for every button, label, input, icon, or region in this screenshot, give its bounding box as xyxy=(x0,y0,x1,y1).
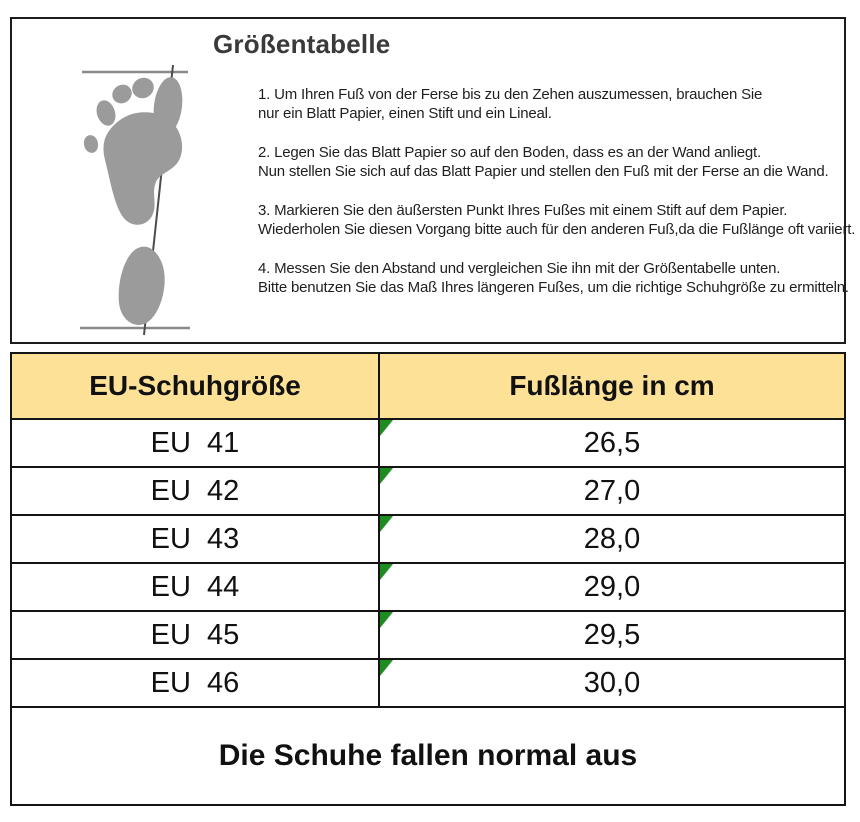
instruction-step-1: 1. Um Ihren Fuß von der Ferse bis zu den… xyxy=(258,85,844,123)
instruction-line: 4. Messen Sie den Abstand und vergleiche… xyxy=(258,260,781,277)
instruction-line: 3. Markieren Sie den äußersten Punkt Ihr… xyxy=(258,202,788,219)
eu-size-cell: EU 43 xyxy=(12,516,380,562)
foot-length-value: 29,5 xyxy=(583,618,641,651)
green-corner-marker-icon xyxy=(380,564,393,580)
size-table: EU-Schuhgröße Fußlänge in cm EU 41 26,5 EU… xyxy=(10,352,846,806)
foot-length-cell: 29,0 xyxy=(380,564,844,610)
footprint-icon xyxy=(80,64,190,336)
header-foot-length: Fußlänge in cm xyxy=(509,370,715,401)
instruction-line: Bitte benutzen Sie das Maß Ihres längere… xyxy=(258,279,849,296)
foot-length-cell: 26,5 xyxy=(380,420,844,466)
instruction-step-3: 3. Markieren Sie den äußersten Punkt Ihr… xyxy=(258,201,856,239)
page-title: Größentabelle xyxy=(213,29,391,59)
table-row: EU 42 27,0 xyxy=(12,468,844,516)
table-row: EU 41 26,5 xyxy=(12,420,844,468)
instruction-line: Wiederholen Sie diesen Vorgang bitte auc… xyxy=(258,221,856,238)
green-corner-marker-icon xyxy=(380,660,393,676)
instruction-line: Nun stellen Sie sich auf das Blatt Papie… xyxy=(258,163,829,180)
instruction-box: Größentabelle 1. Um Ihren Fuß von der Fe… xyxy=(10,17,856,344)
size-table-header: EU-Schuhgröße Fußlänge in cm xyxy=(12,354,844,420)
foot-length-value: 27,0 xyxy=(583,474,641,507)
fit-note: Die Schuhe fallen normal aus xyxy=(218,739,638,772)
table-row: EU 45 29,5 xyxy=(12,612,844,660)
eu-size-cell: EU 46 xyxy=(12,660,380,706)
green-corner-marker-icon xyxy=(380,468,393,484)
foot-length-value: 29,0 xyxy=(583,570,641,603)
foot-length-cell: 27,0 xyxy=(380,468,844,514)
eu-size-cell: EU 41 xyxy=(12,420,380,466)
instruction-step-2: 2. Legen Sie das Blatt Papier so auf den… xyxy=(258,143,844,181)
green-corner-marker-icon xyxy=(380,516,393,532)
foot-length-cell: 29,5 xyxy=(380,612,844,658)
foot-length-value: 28,0 xyxy=(583,522,641,555)
eu-size-cell: EU 44 xyxy=(12,564,380,610)
table-row: EU 46 30,0 xyxy=(12,660,844,708)
foot-length-value: 30,0 xyxy=(583,666,641,699)
foot-length-value: 26,5 xyxy=(583,426,641,459)
table-row: EU 44 29,0 xyxy=(12,564,844,612)
instruction-line: 1. Um Ihren Fuß von der Ferse bis zu den… xyxy=(258,86,763,103)
instructions-list: 1. Um Ihren Fuß von der Ferse bis zu den… xyxy=(258,85,856,317)
foot-length-cell: 28,0 xyxy=(380,516,844,562)
eu-size-cell: EU 45 xyxy=(12,612,380,658)
instruction-line: 2. Legen Sie das Blatt Papier so auf den… xyxy=(258,144,761,161)
instruction-step-4: 4. Messen Sie den Abstand und vergleiche… xyxy=(258,259,849,297)
table-row: EU 43 28,0 xyxy=(12,516,844,564)
foot-length-cell: 30,0 xyxy=(380,660,844,706)
instruction-line: nur ein Blatt Papier, einen Stift und ei… xyxy=(258,105,552,122)
size-table-rows: EU 41 26,5 EU 42 27,0 EU 43 28,0 EU 44 29,0 EU 4… xyxy=(12,420,844,708)
green-corner-marker-icon xyxy=(380,612,393,628)
green-corner-marker-icon xyxy=(380,420,393,436)
eu-size-cell: EU 42 xyxy=(12,468,380,514)
header-eu-size: EU-Schuhgröße xyxy=(12,354,380,418)
